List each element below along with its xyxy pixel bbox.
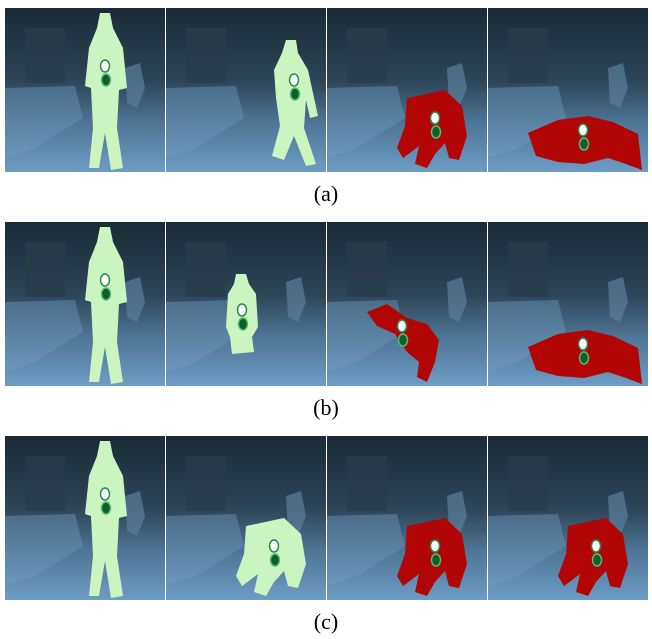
depth-image [166,436,326,600]
depth-image [166,222,326,386]
wall-panel [508,456,548,511]
marker-ring [238,304,247,316]
marker-dot [399,334,408,346]
marker-ring [431,112,440,124]
marker-dot [580,352,589,364]
wall-panel [186,28,226,83]
depth-image [488,8,648,172]
marker-ring [592,540,601,552]
depth-image [166,8,326,172]
marker-dot [239,318,248,330]
marker-dot [291,88,300,100]
marker-dot [102,288,111,300]
marker-ring [431,540,440,552]
wall-panel [508,28,548,83]
wall-panel [347,28,387,83]
depth-image [5,436,165,600]
wall-panel [25,28,65,83]
marker-ring [101,274,110,286]
wall-panel [25,242,65,297]
figure: (a) (b) (c) [0,0,652,639]
wall-panel [347,242,387,297]
marker-ring [270,540,279,552]
marker-dot [102,502,111,514]
marker-ring [398,320,407,332]
wall-panel [186,242,226,297]
depth-image [327,436,487,600]
caption: (c) [314,609,338,634]
marker-dot [432,126,441,138]
marker-dot [580,138,589,150]
marker-dot [593,554,602,566]
marker-dot [271,554,280,566]
depth-image [488,222,648,386]
marker-ring [579,338,588,350]
wall-panel [508,242,548,297]
depth-image [5,222,165,386]
wall-panel [347,456,387,511]
marker-ring [579,124,588,136]
depth-image [488,436,648,600]
depth-image [327,222,487,386]
marker-ring [101,60,110,72]
caption: (b) [313,395,339,420]
depth-image [327,8,487,172]
wall-panel [25,456,65,511]
wall-panel [186,456,226,511]
marker-dot [102,74,111,86]
depth-image [5,8,165,172]
marker-ring [290,74,299,86]
caption: (a) [314,181,338,206]
marker-dot [432,554,441,566]
marker-ring [101,488,110,500]
